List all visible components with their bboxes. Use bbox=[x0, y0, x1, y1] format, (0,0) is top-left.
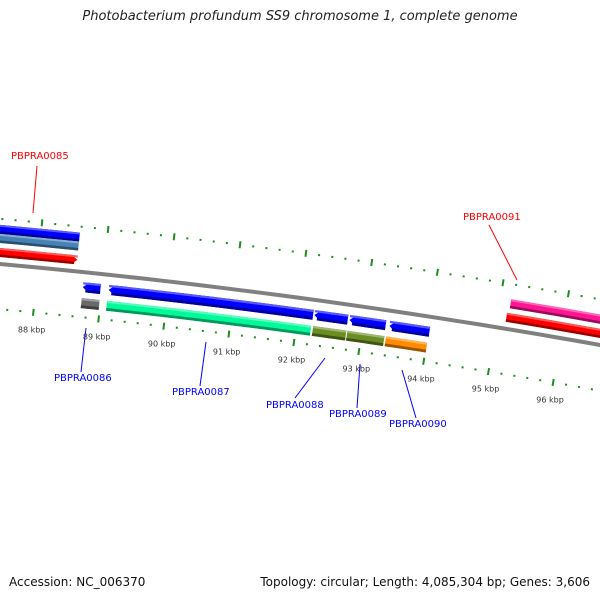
gene-shadow bbox=[85, 289, 101, 294]
connector-pbpra0088 bbox=[294, 357, 326, 399]
gene-body bbox=[0, 247, 78, 264]
ruler-label: 90 kbp bbox=[147, 339, 176, 349]
major-tick bbox=[97, 315, 100, 323]
major-tick bbox=[238, 241, 242, 249]
gene-shadow bbox=[316, 317, 348, 325]
ruler-label: 88 kbp bbox=[17, 325, 46, 335]
major-tick bbox=[422, 357, 426, 365]
gene-highlight bbox=[511, 299, 600, 317]
gene-highlight bbox=[0, 224, 80, 235]
backbone bbox=[0, 262, 600, 348]
ruler-ticks bbox=[1, 217, 596, 391]
connector-pbpra0086 bbox=[80, 327, 87, 373]
label-connectors bbox=[32, 165, 518, 419]
major-tick bbox=[357, 347, 361, 356]
major-tick bbox=[435, 268, 439, 276]
major-tick bbox=[370, 258, 374, 267]
major-tick bbox=[292, 338, 296, 347]
gene-feature[interactable] bbox=[311, 326, 347, 341]
gene-feature[interactable] bbox=[0, 240, 78, 265]
major-tick bbox=[566, 290, 571, 298]
major-tick bbox=[501, 279, 505, 287]
ruler-label: 89 kbp bbox=[82, 332, 111, 342]
gene-highlight bbox=[109, 284, 314, 313]
gene-label-pbpra0090[interactable]: PBPRA0090 bbox=[389, 419, 447, 430]
gene-highlight bbox=[314, 310, 349, 317]
gene-shadow bbox=[384, 343, 427, 353]
map-title: Photobacterium profundum SS9 chromosome … bbox=[82, 9, 518, 24]
accession-text: Accession: NC_006370 bbox=[9, 575, 146, 589]
gene-highlight bbox=[347, 330, 385, 339]
gene-label-pbpra0087[interactable]: PBPRA0087 bbox=[172, 387, 230, 398]
gene-shadow bbox=[505, 319, 600, 338]
gene-feature[interactable] bbox=[505, 312, 600, 345]
gene-highlight bbox=[385, 336, 428, 345]
gene-shadow bbox=[111, 292, 313, 320]
gene-feature[interactable] bbox=[80, 298, 100, 310]
connector-pbpra0089 bbox=[356, 363, 361, 409]
ruler-label: 91 kbp bbox=[212, 347, 241, 357]
gene-shadow bbox=[509, 305, 600, 324]
gene-feature[interactable] bbox=[0, 226, 79, 251]
major-tick bbox=[32, 308, 35, 316]
gene-highlight bbox=[0, 247, 78, 258]
gene-label-pbpra0086[interactable]: PBPRA0086 bbox=[54, 373, 112, 384]
gene-feature[interactable] bbox=[509, 299, 600, 332]
gene-highlight bbox=[349, 315, 387, 323]
gene-shadow bbox=[106, 307, 311, 336]
gene-feature[interactable] bbox=[346, 330, 385, 346]
gene-shadow bbox=[391, 328, 430, 337]
gene-shadow bbox=[0, 240, 79, 251]
gene-feature[interactable] bbox=[314, 310, 349, 325]
major-tick bbox=[486, 367, 491, 376]
major-tick bbox=[551, 378, 555, 387]
gene-feature[interactable] bbox=[349, 315, 387, 331]
gene-label-pbpra0091[interactable]: PBPRA0091 bbox=[463, 212, 521, 223]
major-tick bbox=[40, 219, 44, 227]
ruler-label: 93 kbp bbox=[342, 364, 371, 374]
gene-shadow bbox=[346, 337, 384, 346]
gene-highlight bbox=[106, 300, 312, 328]
gene-label-pbpra0088[interactable]: PBPRA0088 bbox=[266, 400, 324, 411]
gene-label-pbpra0089[interactable]: PBPRA0089 bbox=[329, 409, 387, 420]
major-tick bbox=[162, 322, 166, 330]
gene-shadow bbox=[0, 231, 80, 242]
gene-shadow bbox=[351, 322, 386, 331]
gene-feature[interactable] bbox=[82, 282, 101, 294]
gene-feature[interactable] bbox=[0, 217, 80, 242]
connector-pbpra0085 bbox=[32, 165, 38, 214]
gene-highlight bbox=[506, 312, 600, 331]
gene-highlight bbox=[312, 326, 347, 333]
gene-shadow bbox=[0, 254, 75, 265]
ruler-label: 96 kbp bbox=[536, 395, 564, 405]
gene-feature[interactable] bbox=[106, 300, 312, 336]
major-tick bbox=[227, 330, 231, 338]
gene-feature[interactable] bbox=[389, 320, 431, 337]
major-tick bbox=[106, 225, 110, 234]
gene-shadow bbox=[311, 333, 346, 341]
gene-highlight bbox=[0, 233, 79, 244]
major-tick bbox=[304, 249, 308, 257]
ruler-label: 94 kbp bbox=[407, 374, 435, 384]
gene-shadow bbox=[80, 305, 99, 310]
gene-feature[interactable] bbox=[384, 336, 428, 353]
ruler-label: 95 kbp bbox=[471, 384, 500, 394]
connector-pbpra0091 bbox=[488, 224, 518, 281]
gene-features bbox=[0, 217, 600, 353]
gene-feature[interactable] bbox=[108, 284, 314, 320]
major-tick bbox=[172, 233, 176, 241]
connector-pbpra0090 bbox=[401, 369, 417, 419]
ruler-label: 92 kbp bbox=[277, 355, 306, 365]
connector-pbpra0087 bbox=[199, 341, 207, 387]
gene-highlight bbox=[83, 282, 101, 287]
gene-label-pbpra0085[interactable]: PBPRA0085 bbox=[11, 151, 69, 162]
gene-highlight bbox=[389, 320, 431, 329]
genome-summary-text: Topology: circular; Length: 4,085,304 bp… bbox=[260, 575, 590, 589]
gene-highlight bbox=[81, 298, 100, 303]
